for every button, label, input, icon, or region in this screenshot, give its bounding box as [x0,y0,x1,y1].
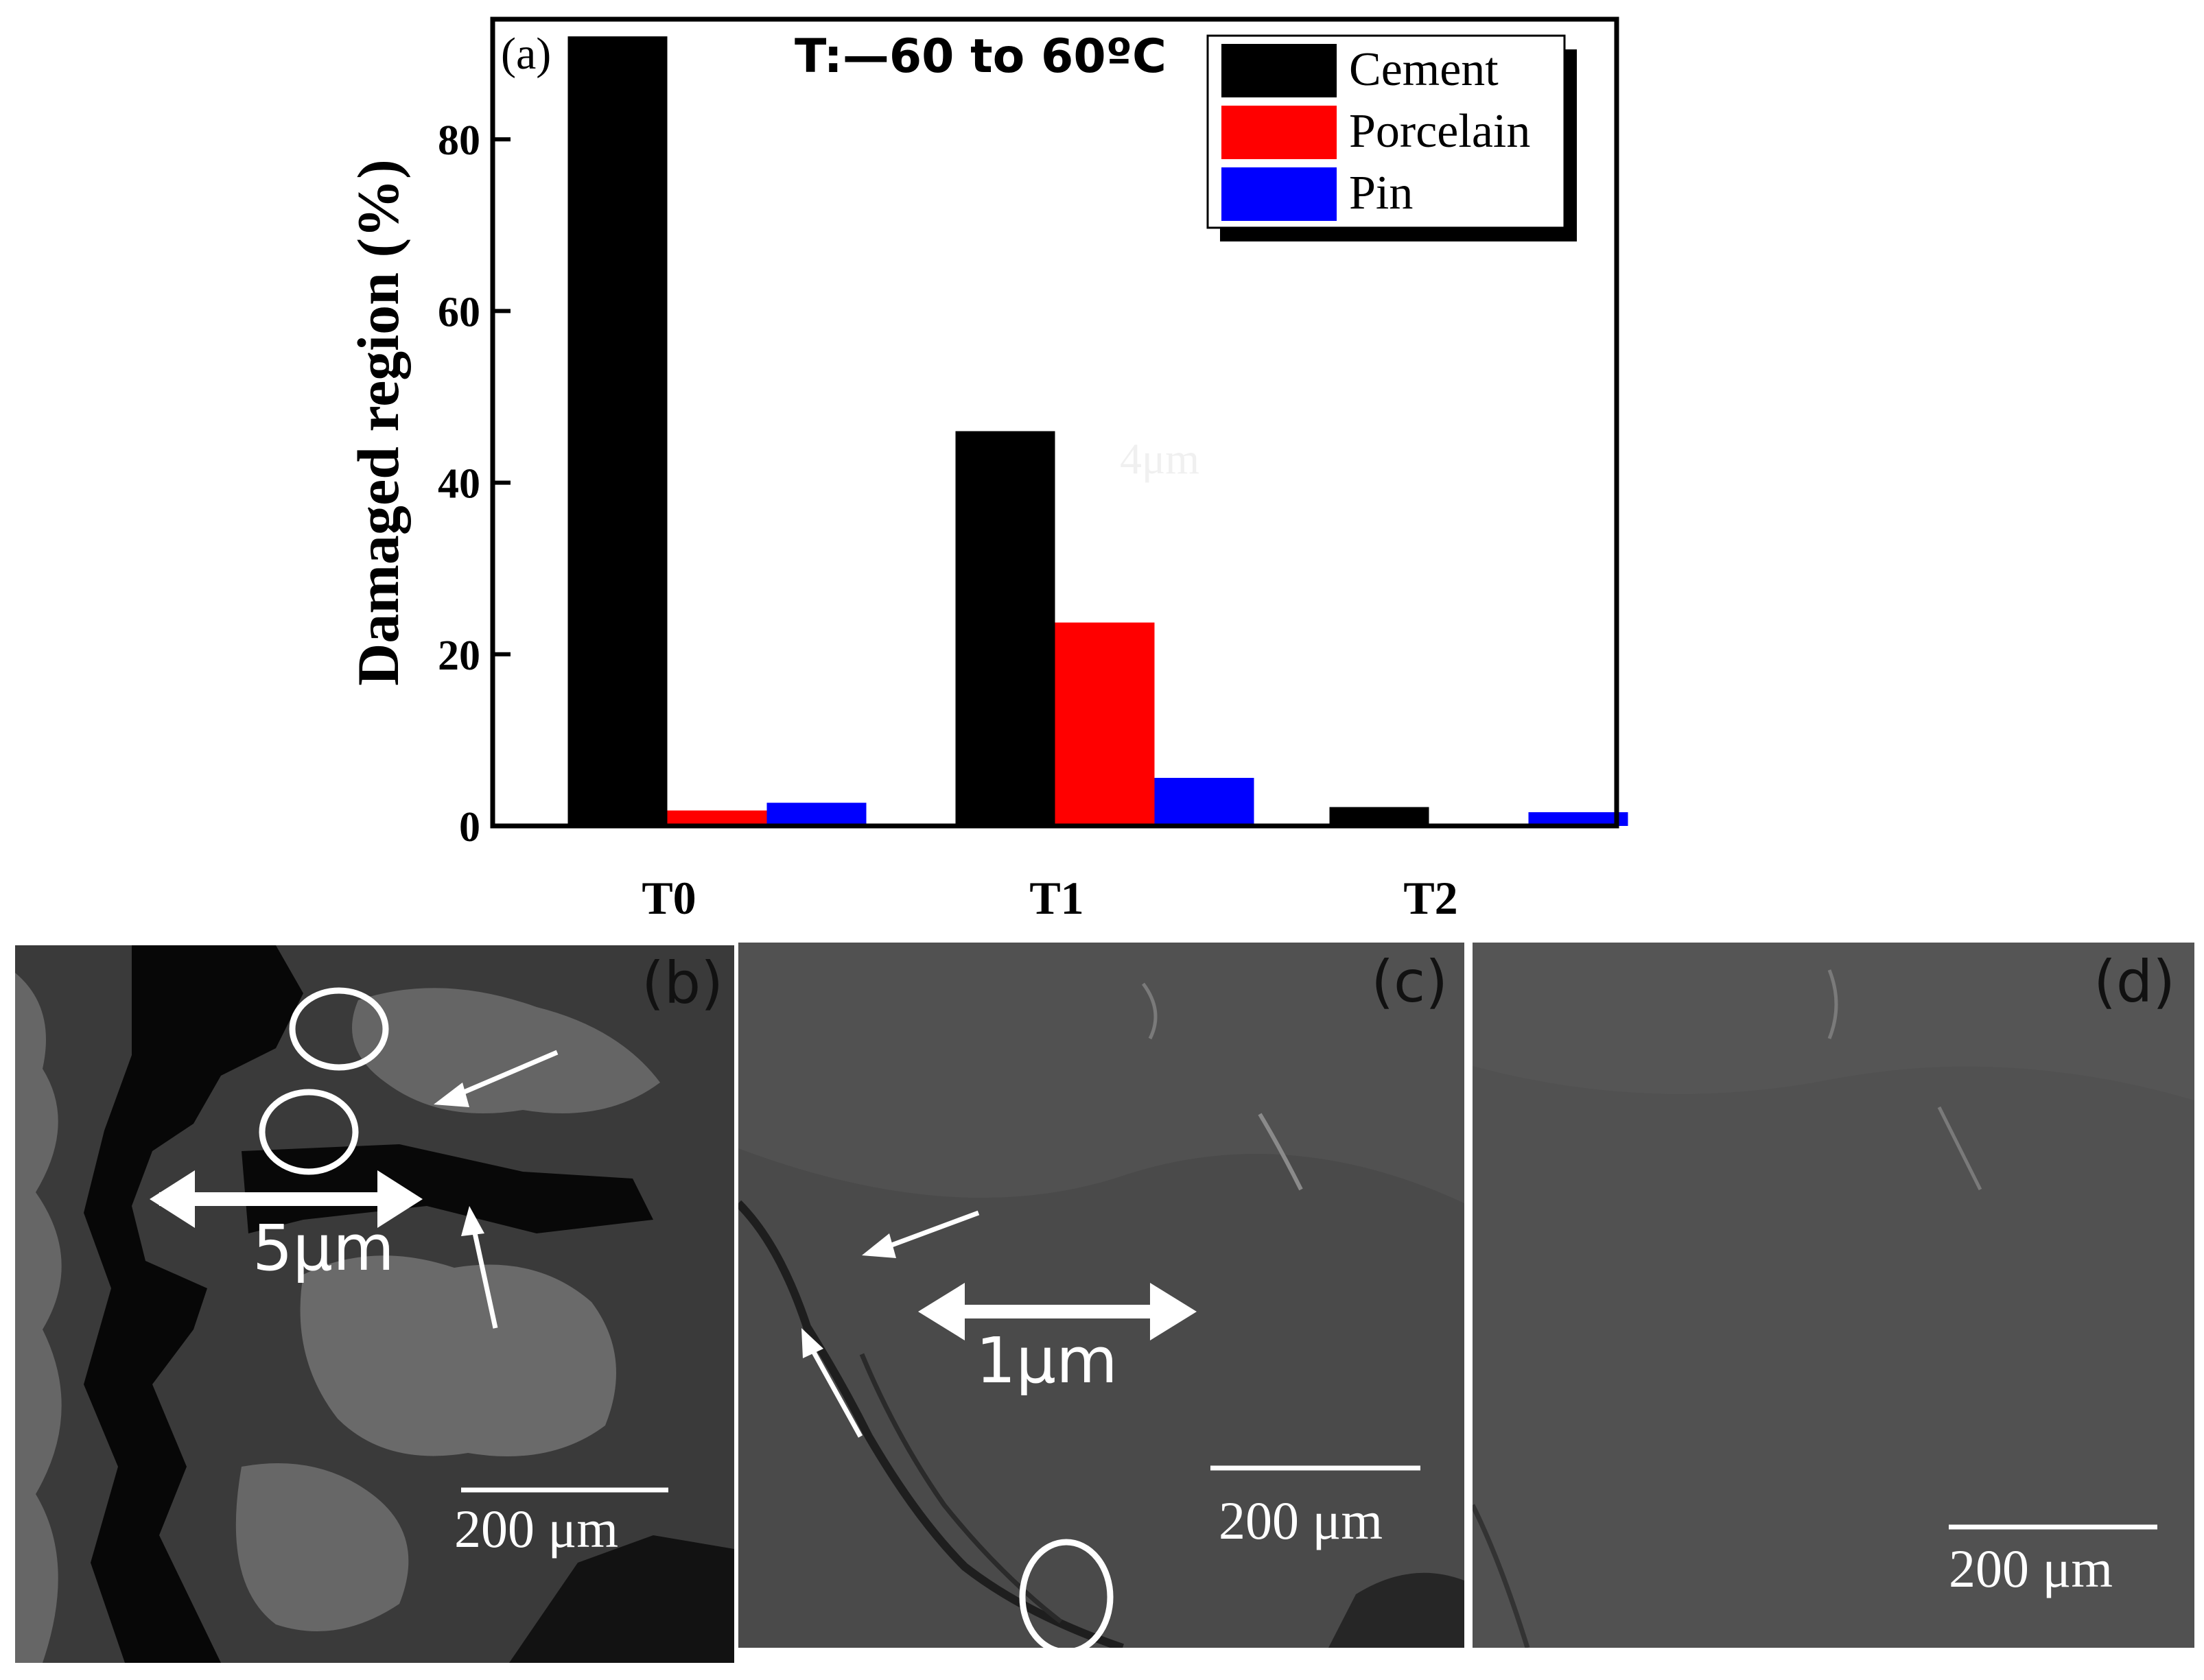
measure-arrow-b-right-head [377,1170,423,1228]
y-tick-label: 60 [438,289,480,335]
pore-region-2 [509,1535,734,1663]
rough-texture-2 [300,1255,616,1456]
y-tick-label: 80 [438,117,480,164]
surface-streak-d-1 [1827,969,1838,1039]
bars-layer [567,36,1628,827]
panel-label-d: (d) [2094,948,2175,1015]
bar-chart: 0 20 40 60 80 T0 T1 T2 (a) T:—60 to 60ºC Damag… [345,16,1628,919]
legend-label-pin: Pin [1349,167,1413,220]
crack-arrow-c-2 [808,1346,863,1438]
dark-corner-c [1328,1572,1464,1648]
micrograph-b-texture [15,945,734,1663]
rough-texture-1 [15,973,62,1663]
crack-arrow-1-head [434,1082,469,1107]
bar-porcelain-t0 [667,810,767,826]
bar-cement-t0 [567,36,668,827]
crack-arrow-2-head [461,1206,484,1236]
micrograph-c: (c) 1μm 200 μm [738,943,1464,1648]
shade-region-c [738,943,1464,1203]
surface-streak-c-2 [1141,982,1158,1040]
x-tick-label: T0 [642,872,696,919]
surface-crack-d [1473,1504,1530,1648]
scale-label-d: 200 μm [1949,1539,2113,1598]
y-tick-label: 40 [438,461,480,508]
bar-pin-t1 [1154,777,1254,826]
measure-label-b: 5μm [253,1211,395,1285]
x-axis: T0 T1 T2 [642,872,1457,919]
plot-frame [490,16,1619,829]
x-tick-label: T2 [1403,872,1457,919]
bar-pin-t2 [1528,812,1628,826]
panel-label-b: (b) [642,949,723,1017]
measure-arrow-c-right-head [1150,1283,1197,1340]
x-tick-label: T1 [1029,872,1083,919]
y-tick-label: 0 [459,804,480,851]
pore-region-1 [84,945,303,1663]
crack-arrow-2 [471,1226,498,1329]
y-axis-label: Damaged region (%) [345,159,411,686]
surface-crack-c [738,1200,1124,1648]
legend-swatch-cement [1221,44,1337,97]
crack-arrow-c-1 [881,1210,980,1251]
crack-arrow-c-2-head [801,1328,823,1358]
y-tick-label: 20 [438,632,480,679]
micrograph-c-texture [738,943,1464,1648]
crack-region [242,1144,653,1233]
chart-title: T:—60 to 60ºC [795,29,1167,84]
crack-arrow-c-1-head [862,1233,896,1258]
legend: Cement Porcelain Pin [1206,34,1577,241]
scale-label-c: 200 μm [1219,1491,1383,1550]
rough-texture-4 [235,1463,409,1631]
bar-cement-t2 [1329,807,1429,826]
panel-label-a: (a) [501,29,551,79]
micrograph-d-texture [1473,943,2194,1648]
bar-cement-t1 [955,431,1055,826]
crack-arrow-1 [453,1050,559,1099]
micrograph-b: (b) 5μm 200 μm [15,945,734,1663]
scale-label-b: 200 μm [454,1499,618,1559]
defect-circle-c [1019,1539,1114,1648]
legend-label-porcelain: Porcelain [1349,105,1530,158]
bar-pin-t0 [766,803,867,826]
legend-label-cement: Cement [1349,43,1499,96]
measure-arrow-b-left-head [150,1170,195,1228]
pore-circle-2 [259,1089,359,1175]
surface-streak-d-2 [1937,1106,1982,1191]
micrograph-d: (d) 200 μm [1473,943,2194,1648]
legend-swatch-porcelain [1221,106,1337,159]
bar-porcelain-t1 [1055,622,1155,826]
pore-circle-1 [289,987,389,1071]
faint-annotation: 4μm [1120,434,1199,483]
measure-label-c: 1μm [976,1324,1118,1397]
shade-region-d [1473,1066,2194,1648]
surface-streak-c-1 [1258,1113,1303,1191]
rough-texture-3 [352,988,660,1113]
y-axis: 0 20 40 60 80 [438,117,511,851]
measure-arrow-c-left-head [918,1283,965,1340]
legend-swatch-pin [1221,167,1337,221]
panel-label-c: (c) [1371,948,1448,1015]
